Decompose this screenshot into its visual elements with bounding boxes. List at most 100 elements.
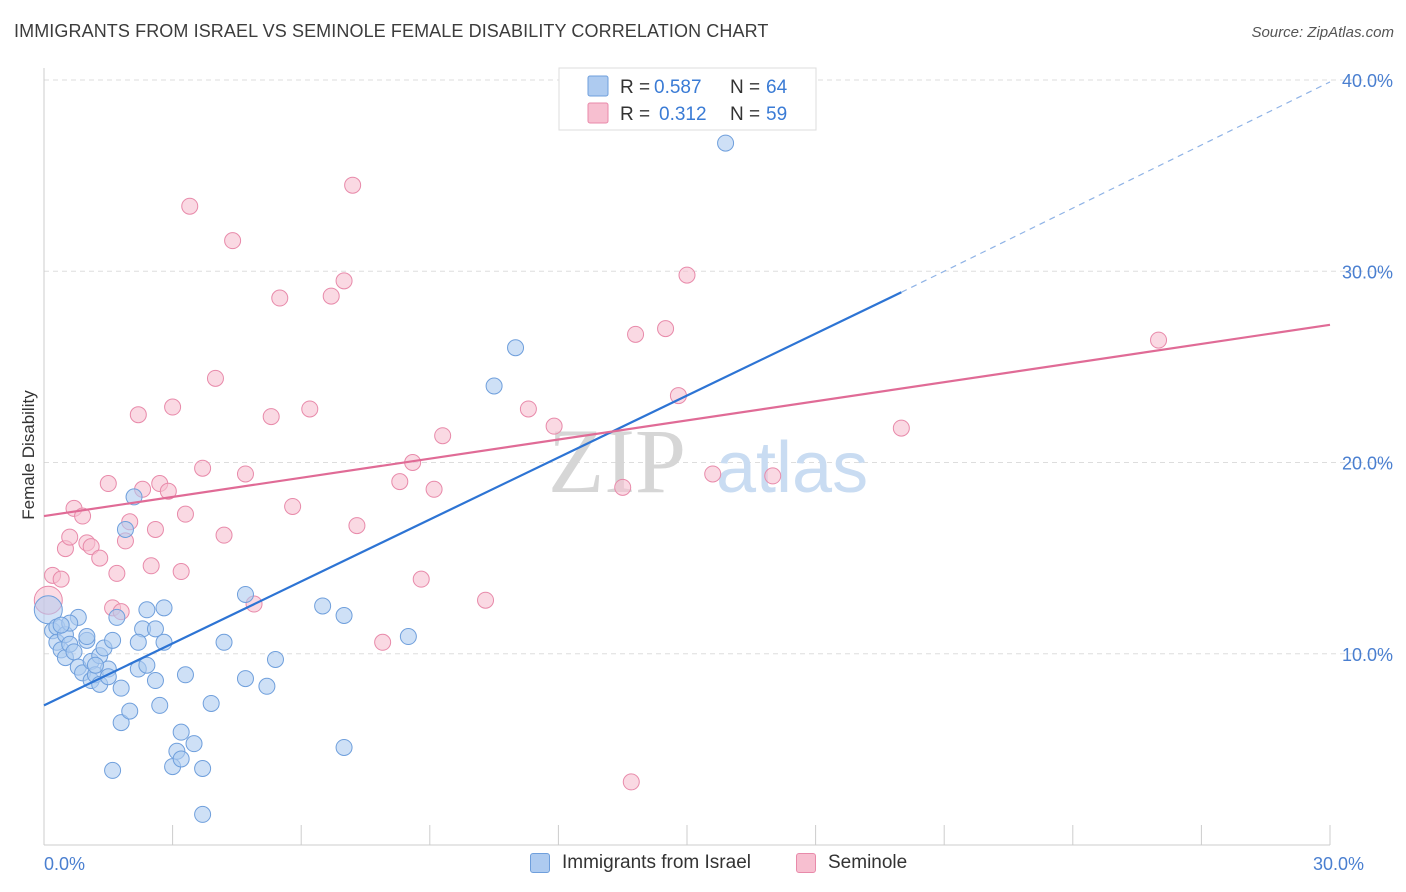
- israel-point-48: [236, 670, 254, 688]
- chart-title: IMMIGRANTS FROM ISRAEL VS SEMINOLE FEMAL…: [14, 21, 769, 41]
- seminole-point-27: [206, 369, 224, 387]
- seminole-point-28: [215, 526, 233, 544]
- seminole-point-16: [129, 406, 147, 424]
- israel-point-60: [129, 633, 147, 651]
- seminole-point-8: [82, 538, 100, 556]
- seminole-point-40: [374, 633, 392, 651]
- watermark-atlas: atlas: [716, 428, 868, 508]
- seminole-point-44: [425, 480, 443, 498]
- israel-point-46: [215, 633, 233, 651]
- seminole-point-54: [678, 266, 696, 284]
- seminole-point-52: [657, 320, 675, 338]
- israel-point-51: [314, 597, 332, 615]
- legend-swatch-israel: [530, 853, 550, 873]
- legend-label-israel: Immigrants from Israel: [562, 852, 751, 873]
- israel-point-63: [52, 616, 70, 634]
- israel-point-34: [151, 696, 169, 714]
- legend-item-israel[interactable]: Immigrants from Israel: [530, 852, 751, 874]
- seminole-point-35: [301, 400, 319, 418]
- seminole-point-41: [391, 473, 409, 491]
- seminole-point-46: [477, 591, 495, 609]
- israel-point-30: [138, 601, 156, 619]
- seminole-point-18: [142, 557, 160, 575]
- source-credit: Source: ZipAtlas.com: [1251, 24, 1394, 41]
- israel-point-25: [116, 520, 134, 538]
- seminole-point-34: [284, 497, 302, 515]
- israel-point-31: [138, 656, 156, 674]
- seminole-trend-line: [43, 323, 1331, 518]
- seminole-point-57: [892, 419, 910, 437]
- seminole-point-6: [74, 507, 92, 525]
- legend-swatch-pink: [587, 102, 609, 124]
- x-tick-label-0: 0.0%: [44, 854, 85, 874]
- seminole-point-47: [519, 400, 537, 418]
- watermark-zip: ZIP: [548, 410, 686, 512]
- israel-point-56: [507, 339, 525, 357]
- y-tick-label-0: 10.0%: [1342, 645, 1393, 665]
- israel-point-22: [108, 608, 126, 626]
- legend-n-value-1: 64: [766, 77, 788, 98]
- legend-r-value-2: 0.312: [659, 104, 707, 125]
- seminole-point-32: [262, 408, 280, 426]
- israel-point-57: [717, 134, 735, 152]
- israel-point-21: [104, 631, 122, 649]
- seminole-point-24: [176, 505, 194, 523]
- israel-point-53: [335, 607, 353, 624]
- israel-point-47: [236, 585, 254, 603]
- israel-point-8: [65, 643, 83, 661]
- legend-top: R = 0.587 N = 64 R = 0.312 N = 59: [558, 67, 817, 131]
- israel-trend-extension: [901, 81, 1331, 293]
- seminole-point-9: [91, 549, 109, 567]
- seminole-points: [33, 176, 1168, 791]
- israel-point-35: [155, 599, 173, 617]
- legend-n-label-2: N =: [730, 104, 760, 125]
- seminole-point-43: [412, 570, 430, 588]
- seminole-point-26: [194, 459, 212, 477]
- israel-point-44: [194, 805, 212, 823]
- y-tick-label-1: 20.0%: [1342, 454, 1393, 474]
- tick-labels: 10.0% 20.0% 30.0% 40.0% 0.0% 30.0%: [44, 71, 1393, 874]
- seminole-point-36: [322, 287, 340, 305]
- israel-point-54: [399, 628, 417, 646]
- legend-r-label-1: R =: [620, 77, 650, 98]
- israel-point-58: [104, 761, 122, 779]
- legend-r-label-2: R =: [620, 104, 650, 125]
- seminole-point-29: [224, 232, 242, 250]
- seminole-point-48: [545, 417, 563, 435]
- seminole-point-30: [236, 465, 254, 483]
- israel-point-52: [335, 738, 353, 756]
- israel-point-33: [146, 672, 164, 690]
- seminole-point-12: [108, 564, 126, 582]
- seminole-point-23: [172, 563, 190, 581]
- israel-point-42: [185, 735, 203, 753]
- seminole-point-19: [146, 520, 164, 538]
- legend-n-value-2: 59: [766, 104, 787, 125]
- y-axis-label: Female Disability: [19, 390, 38, 520]
- grid-lines: [44, 79, 1392, 655]
- legend-item-seminole[interactable]: Seminole: [796, 852, 907, 874]
- x-tick-label-1: 30.0%: [1313, 854, 1364, 874]
- israel-point-50: [266, 650, 284, 668]
- israel-point-62: [86, 656, 104, 674]
- seminole-point-21: [159, 482, 177, 500]
- legend-swatch-seminole: [796, 853, 816, 873]
- seminole-point-25: [181, 197, 199, 215]
- israel-point-49: [258, 677, 276, 695]
- legend-n-label-1: N =: [730, 77, 760, 98]
- seminole-point-38: [344, 176, 362, 194]
- legend-swatch-blue: [587, 75, 609, 97]
- legend-bottom: Immigrants from Israel Seminole: [0, 852, 1406, 878]
- legend-label-seminole: Seminole: [828, 852, 908, 873]
- seminole-point-55: [704, 465, 722, 483]
- israel-point-32: [146, 620, 164, 638]
- watermark: ZIP atlas: [548, 410, 868, 512]
- seminole-point-39: [348, 517, 366, 535]
- israel-point-27: [125, 488, 143, 506]
- israel-point-23: [112, 679, 130, 697]
- seminole-point-2: [52, 570, 70, 588]
- seminole-point-4: [61, 528, 79, 546]
- trend-lines: [43, 81, 1331, 707]
- israel-point-61: [78, 628, 96, 646]
- y-tick-label-3: 40.0%: [1342, 71, 1393, 91]
